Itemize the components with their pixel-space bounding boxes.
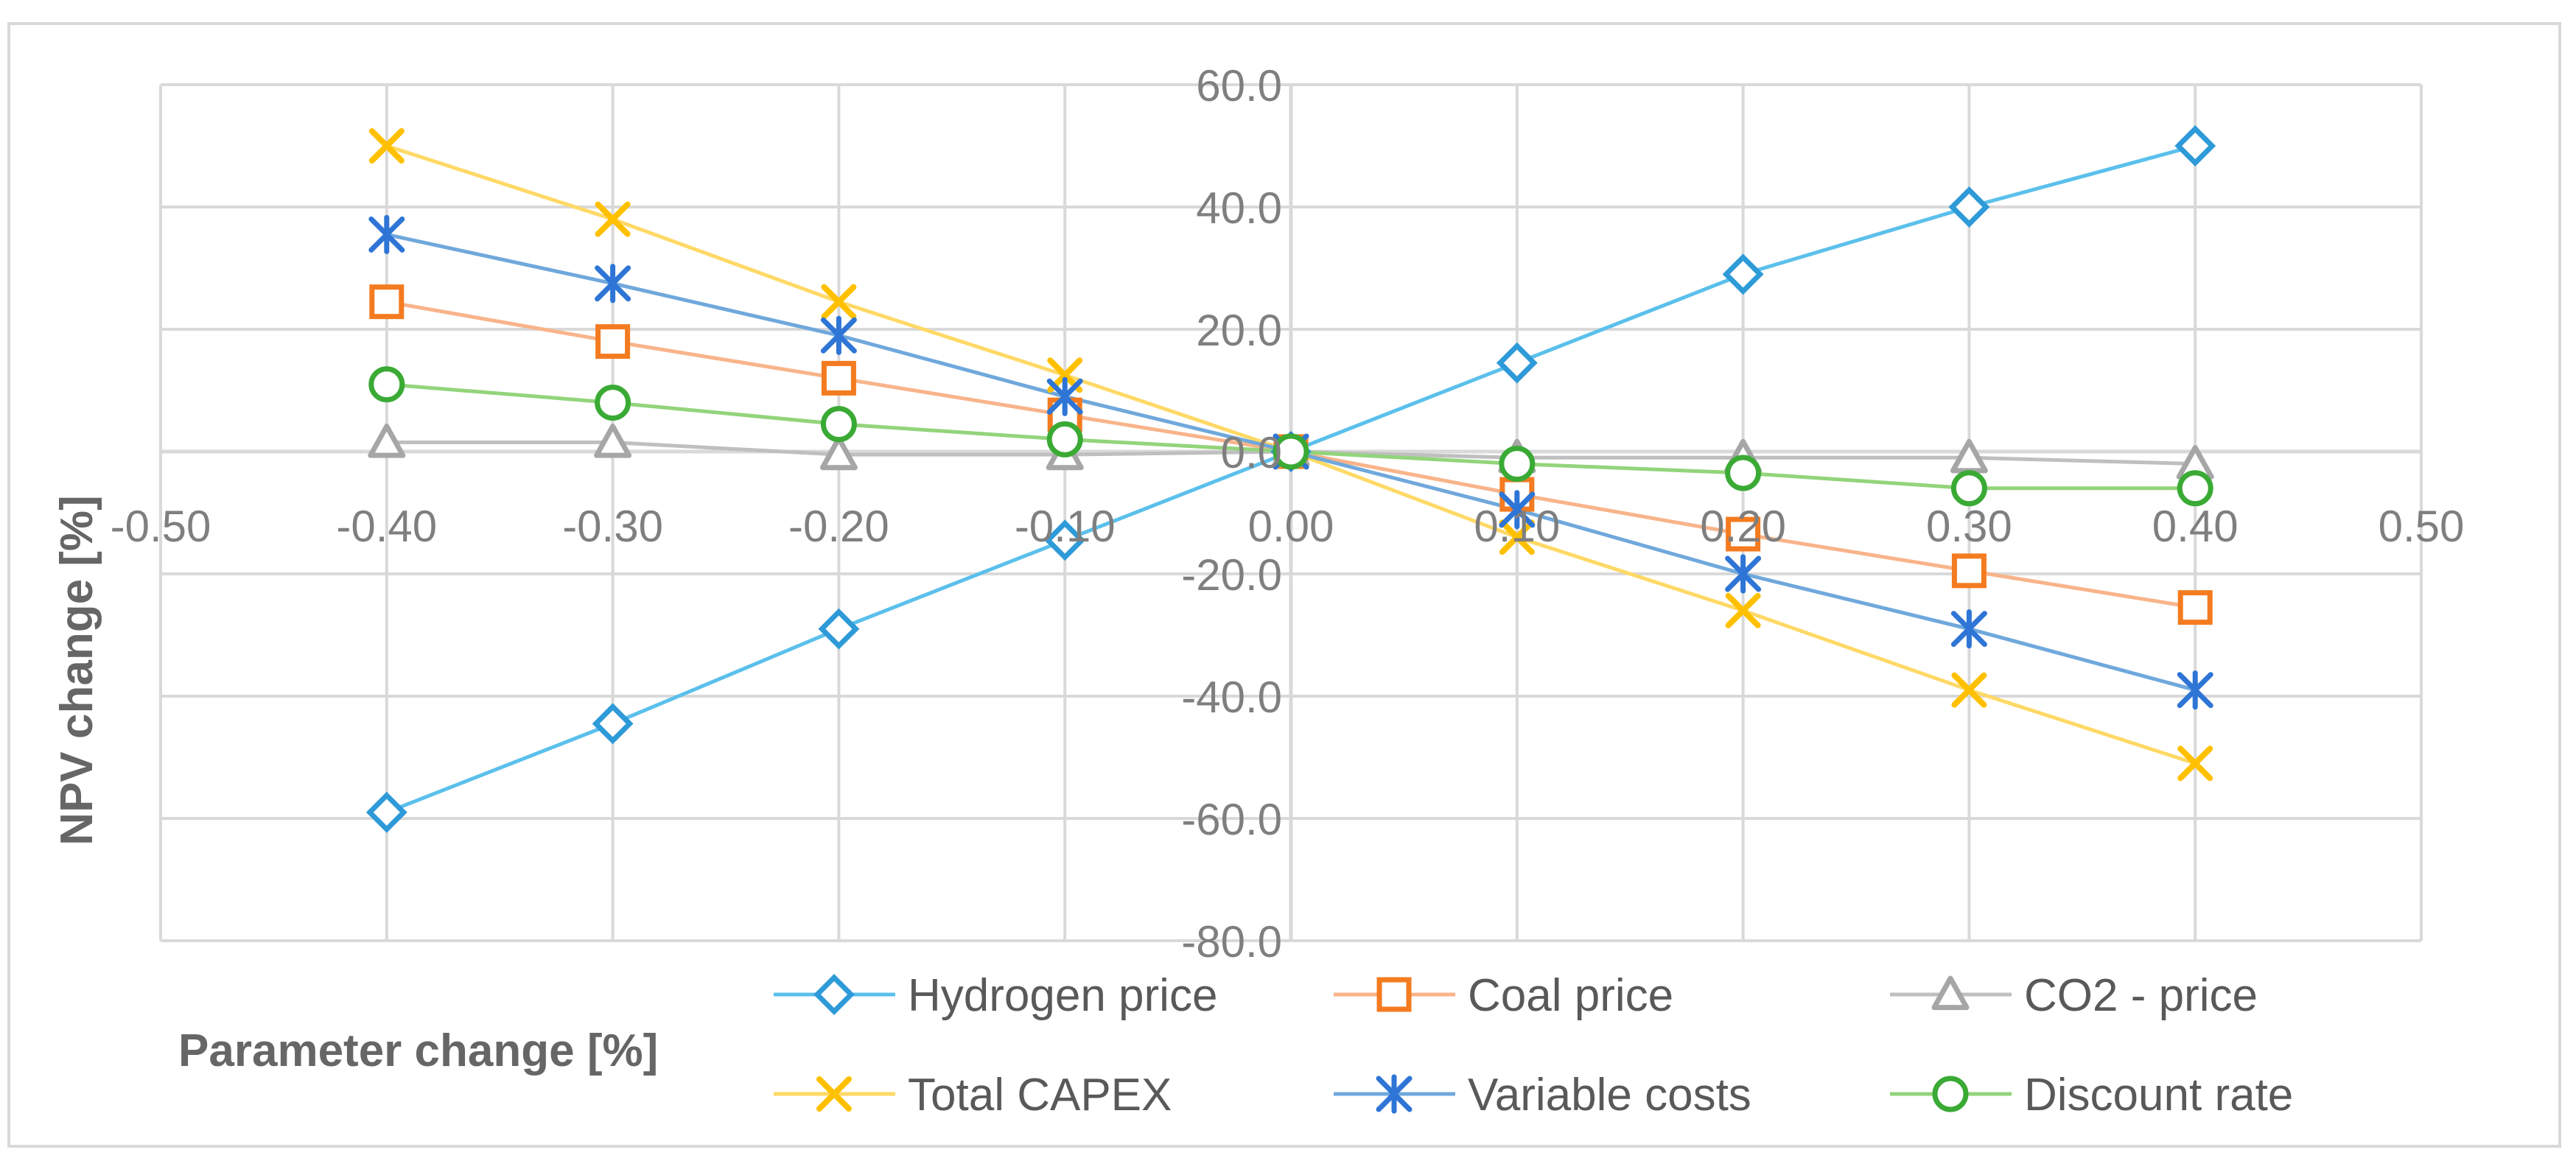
data-point-co2-price [819, 435, 858, 471]
data-point-discount-rate [1046, 421, 1083, 457]
y-tick-label: 40.0 [1196, 183, 1282, 233]
x-tick-label: 0.10 [1474, 502, 1560, 551]
x-tick-label: -0.20 [788, 502, 889, 551]
legend-marker-coal-price [1376, 977, 1412, 1012]
legend-marker-total-capex [816, 1076, 852, 1112]
legend-label: Hydrogen price [908, 970, 1217, 1021]
marker-stroke [821, 284, 857, 320]
data-point-total-capex [2177, 746, 2213, 782]
x-tick-label: 0.30 [1926, 502, 2012, 551]
data-point-hydrogen-price [592, 703, 634, 745]
marker-stroke [595, 201, 631, 237]
data-point-discount-rate [1950, 470, 1987, 507]
marker-stroke [1725, 592, 1761, 628]
x-tick-label: -0.30 [562, 502, 663, 551]
x-tick-label: 0.40 [2152, 502, 2239, 551]
legend: Hydrogen price Coal price CO2 - price Total… [774, 970, 2293, 1120]
data-point-discount-rate [595, 385, 631, 421]
data-point-total-capex [1951, 672, 1987, 708]
x-tick-label: 0.00 [1248, 502, 1334, 551]
data-point-variable-costs [1046, 376, 1083, 416]
y-tick-label: 20.0 [1196, 306, 1282, 355]
legend-marker-discount-rate [1932, 1076, 1969, 1112]
marker-stroke [816, 1076, 852, 1112]
legend-marker-hydrogen-price [813, 974, 855, 1015]
legend-label: Total CAPEX [908, 1070, 1172, 1120]
data-point-hydrogen-price [1722, 253, 1764, 295]
legend-marker-co2-price [1931, 975, 1970, 1011]
legend-marker-variable-costs [1376, 1074, 1413, 1114]
legend-item-hydrogen-price: Hydrogen price [774, 970, 1217, 1021]
data-point-coal-price [369, 284, 405, 320]
y-tick-label: -80.0 [1181, 917, 1282, 967]
data-point-coal-price [595, 324, 631, 359]
x-tick-label: 0.50 [2379, 502, 2465, 551]
data-point-hydrogen-price [818, 608, 860, 650]
data-point-coal-price [1951, 553, 1987, 589]
data-point-hydrogen-price [1496, 342, 1538, 384]
y-tick-label: -40.0 [1181, 673, 1282, 722]
data-point-coal-price [821, 360, 856, 396]
data-point-variable-costs [1950, 609, 1987, 649]
x-tick-label: -0.50 [111, 502, 211, 551]
data-point-variable-costs [368, 214, 405, 254]
y-tick-label: -20.0 [1181, 550, 1282, 600]
data-point-hydrogen-price [1948, 186, 1990, 228]
legend-label: Coal price [1468, 970, 1673, 1021]
marker-stroke [2177, 746, 2213, 782]
data-point-variable-costs [1499, 490, 1536, 530]
legend-item-total-capex: Total CAPEX [774, 1070, 1172, 1120]
data-point-co2-price [368, 424, 406, 458]
x-tick-label: -0.10 [1015, 502, 1116, 551]
data-point-variable-costs [820, 315, 857, 355]
data-point-total-capex [595, 201, 631, 237]
data-point-total-capex [368, 128, 405, 164]
data-point-variable-costs [1725, 554, 1762, 594]
x-tick-label: 0.20 [1700, 502, 1786, 551]
legend-item-co2-price: CO2 - price [1890, 970, 2258, 1021]
data-point-co2-price [594, 424, 632, 458]
data-point-coal-price [2177, 590, 2213, 625]
legend-label: Discount rate [2024, 1070, 2293, 1120]
data-point-discount-rate [1273, 433, 1309, 470]
y-tick-label: 60.0 [1196, 61, 1282, 111]
series-layer [365, 125, 2216, 833]
data-point-total-capex [1499, 519, 1535, 555]
data-point-total-capex [821, 284, 857, 320]
x-tick-label: -0.40 [336, 502, 437, 551]
data-point-hydrogen-price [2174, 125, 2216, 166]
marker-stroke [1499, 519, 1535, 555]
chart-frame [7, 22, 2561, 1148]
y-tick-label: -60.0 [1181, 795, 1282, 844]
marker-stroke [1951, 672, 1987, 708]
data-point-total-capex [1725, 592, 1761, 628]
data-point-hydrogen-price [1044, 519, 1086, 561]
marker-stroke [368, 128, 405, 164]
data-point-discount-rate [1725, 455, 1762, 491]
tick-labels: -80.0 -60.0 -40.0 -20.0 0.0 20.0 40.0 60.0 -0.50… [111, 61, 2465, 967]
legend-item-coal-price: Coal price [1334, 970, 1673, 1021]
legend-label: Variable costs [1468, 1070, 1751, 1120]
data-point-coal-price [1726, 516, 1761, 552]
data-point-discount-rate [2177, 470, 2213, 507]
legend-item-variable-costs: Variable costs [1334, 1070, 1751, 1120]
data-point-variable-costs [595, 264, 631, 304]
data-point-hydrogen-price [365, 791, 407, 833]
legend-label: CO2 - price [2024, 970, 2258, 1021]
y-axis-label: NPV change [%] [52, 495, 102, 845]
legend-item-discount-rate: Discount rate [1890, 1070, 2293, 1120]
data-point-discount-rate [820, 406, 857, 443]
x-axis-label: Parameter change [%] [178, 1025, 658, 1076]
data-point-discount-rate [1499, 446, 1536, 483]
data-point-variable-costs [2177, 670, 2213, 710]
data-point-discount-rate [368, 366, 405, 403]
y-tick-label: 0.0 [1221, 428, 1282, 477]
